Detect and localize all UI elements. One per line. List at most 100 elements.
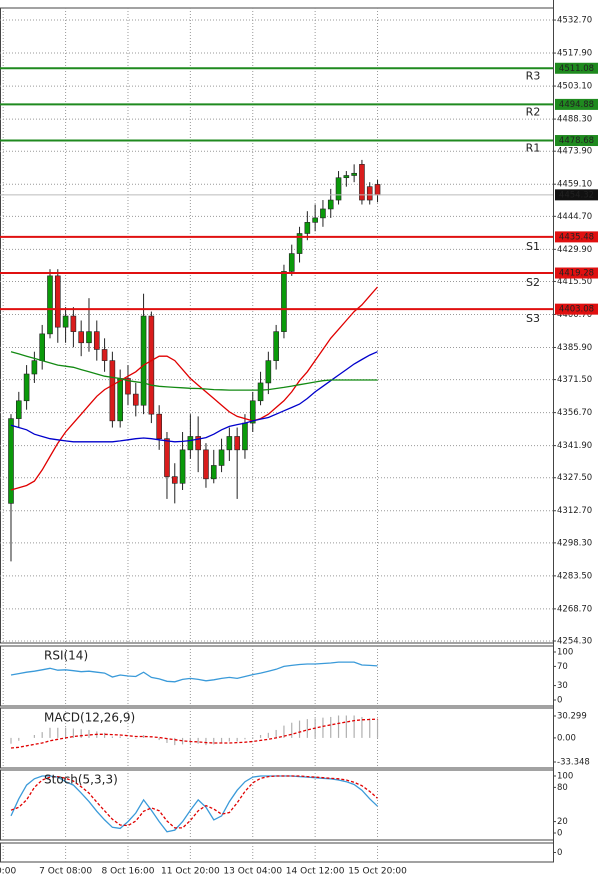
level-name: R1 [526, 142, 541, 155]
macd-bar [190, 738, 191, 744]
candle-body [172, 477, 177, 484]
level-name: R3 [526, 69, 541, 82]
macd-bar [174, 738, 175, 745]
y-tick-label: 4356.70 [557, 408, 592, 418]
macd-bar [307, 719, 308, 738]
candle-body [211, 465, 216, 478]
y-tick-label: 4283.50 [557, 571, 592, 581]
y-tick-label: 20 [557, 817, 568, 827]
macd-bar [229, 738, 230, 742]
candle-body [118, 378, 123, 420]
panel-title: RSI(14) [44, 649, 88, 663]
level-price-label: 4478.68 [559, 136, 594, 146]
candle-body [305, 222, 310, 233]
y-tick-label: 4385.90 [557, 343, 592, 353]
candle-body [24, 374, 29, 401]
candle-body [219, 450, 224, 466]
trading-chart: 00:007 Oct 08:008 Oct 16:0011 Oct 20:001… [0, 0, 600, 882]
candle-body [235, 436, 240, 449]
level-price-label: 4494.88 [559, 100, 594, 110]
candle-body [180, 450, 185, 483]
macd-bar [322, 718, 323, 738]
macd-bar [73, 729, 74, 738]
y-tick-label: 0.00 [557, 733, 576, 743]
macd-bar [354, 715, 355, 737]
level-price-label: 4403.08 [559, 305, 594, 315]
background [0, 0, 600, 882]
candle-body [79, 332, 84, 343]
candle-body [63, 316, 68, 327]
macd-bar [377, 719, 378, 738]
y-tick-label: 100 [557, 771, 573, 781]
candle-body [289, 254, 294, 272]
macd-bar [268, 733, 269, 738]
y-tick-label: 4341.90 [557, 441, 592, 451]
macd-bar [81, 729, 82, 738]
level-price-label: 4435.48 [559, 232, 594, 242]
candle-body [367, 187, 372, 200]
candle-body [71, 316, 76, 332]
candle-body [281, 271, 286, 331]
candle-body [274, 332, 279, 361]
x-tick-label: 8 Oct 16:00 [101, 867, 154, 877]
x-tick-label: 14 Oct 12:00 [286, 867, 345, 877]
candle-body [164, 439, 169, 477]
y-tick-label: 4517.90 [557, 49, 592, 59]
y-tick-label: 0 [557, 696, 562, 706]
macd-bar [369, 718, 370, 738]
macd-bar [18, 738, 19, 741]
macd-bar [198, 738, 199, 744]
candle-body [8, 419, 13, 504]
y-tick-label: 0 [557, 828, 562, 838]
macd-bar [135, 738, 136, 739]
macd-bar [244, 738, 245, 739]
y-tick-label: 4254.30 [557, 636, 592, 646]
candle-body [149, 316, 154, 414]
y-tick-label: 4459.10 [557, 180, 592, 190]
candle-body [133, 394, 138, 405]
macd-bar [252, 737, 253, 738]
macd-bar [143, 735, 144, 738]
level-price-label: 4511.08 [559, 64, 594, 74]
panel-title: MACD(12,26,9) [44, 711, 135, 725]
x-tick-label: 7 Oct 08:00 [39, 867, 92, 877]
panel-title: Stoch(5,3,3) [44, 773, 118, 787]
candle-body [47, 276, 52, 334]
macd-bar [10, 738, 11, 744]
candle-body [352, 173, 357, 175]
candle-body [344, 176, 349, 178]
macd-bar [291, 723, 292, 738]
candle-body [320, 209, 325, 218]
candle-body [157, 414, 162, 439]
candle-body [40, 334, 45, 361]
x-tick-label: 11 Oct 20:00 [161, 867, 220, 877]
macd-bar [330, 717, 331, 738]
candle-body [375, 184, 380, 194]
candle-body [110, 361, 115, 421]
macd-bar [42, 732, 43, 738]
y-tick-label: 30.299 [557, 712, 587, 722]
macd-bar [49, 728, 50, 738]
y-tick-label: 30 [557, 681, 568, 691]
macd-bar [213, 738, 214, 745]
candle-body [188, 436, 193, 449]
macd-bar [237, 738, 238, 742]
candle-body [227, 436, 232, 449]
x-tick-label: 13 Oct 04:00 [223, 867, 282, 877]
candle-body [258, 383, 263, 401]
y-tick-label: -33.348 [557, 758, 590, 768]
y-tick-label: 100 [557, 648, 573, 658]
macd-bar [57, 728, 58, 738]
macd-bar [338, 715, 339, 737]
macd-bar [346, 715, 347, 737]
candle-body [141, 316, 146, 405]
y-tick-label: 0 [557, 848, 562, 858]
level-name: R2 [526, 105, 541, 118]
candle-body [313, 218, 318, 222]
candle-body [336, 178, 341, 200]
macd-bar [65, 728, 66, 738]
macd-bar [260, 735, 261, 738]
macd-bar [88, 730, 89, 738]
macd-bar [205, 738, 206, 745]
level-price-label: 4419.28 [559, 269, 594, 279]
